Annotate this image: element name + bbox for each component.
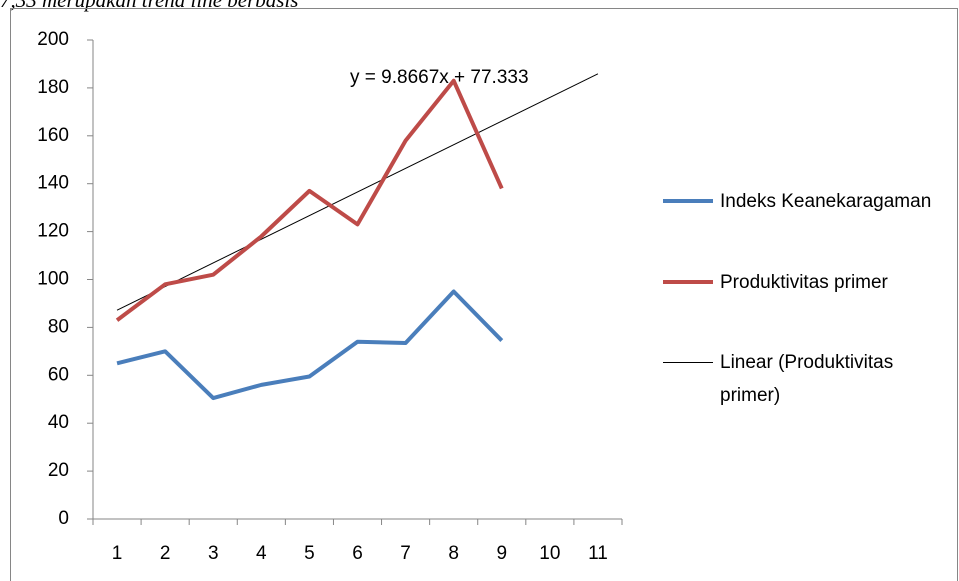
y-tick-label: 200 — [37, 29, 69, 50]
y-tick-label: 0 — [58, 508, 69, 529]
x-tick-label: 6 — [352, 543, 363, 564]
y-tick-label: 80 — [48, 316, 69, 337]
y-tick-label: 40 — [48, 412, 69, 433]
x-tick-label: 4 — [256, 543, 267, 564]
trendline-label: y = 9.8667x + 77.333 — [350, 67, 529, 88]
legend-label: Produktivitas primer — [720, 272, 888, 293]
y-tick-label: 120 — [37, 221, 69, 242]
y-tick-label: 20 — [48, 460, 69, 481]
x-tick-label: 1 — [112, 543, 123, 564]
x-tick-label: 9 — [496, 543, 507, 564]
y-tick-label: 160 — [37, 125, 69, 146]
y-tick-label: 100 — [37, 269, 69, 290]
legend-swatch — [663, 199, 713, 203]
x-tick-label: 8 — [448, 543, 459, 564]
x-tick-label: 5 — [304, 543, 315, 564]
chart-frame — [10, 8, 958, 581]
x-tick-label: 10 — [539, 543, 560, 564]
y-tick-label: 60 — [48, 364, 69, 385]
series-line — [116, 289, 504, 401]
x-tick-label: 11 — [588, 543, 608, 564]
series-line — [115, 78, 504, 322]
x-tick-label: 2 — [160, 543, 171, 564]
legend-label: Indeks Keanekaragaman — [720, 191, 932, 212]
legend-swatch — [663, 280, 713, 284]
x-tick-label: 3 — [208, 543, 219, 564]
y-tick-label: 140 — [37, 173, 69, 194]
legend-label: Linear (Produktivitas primer) — [720, 352, 894, 406]
x-tick-label: 7 — [400, 543, 411, 564]
trendline — [116, 73, 599, 311]
legend-swatch — [663, 361, 713, 363]
y-tick-label: 180 — [37, 77, 69, 98]
